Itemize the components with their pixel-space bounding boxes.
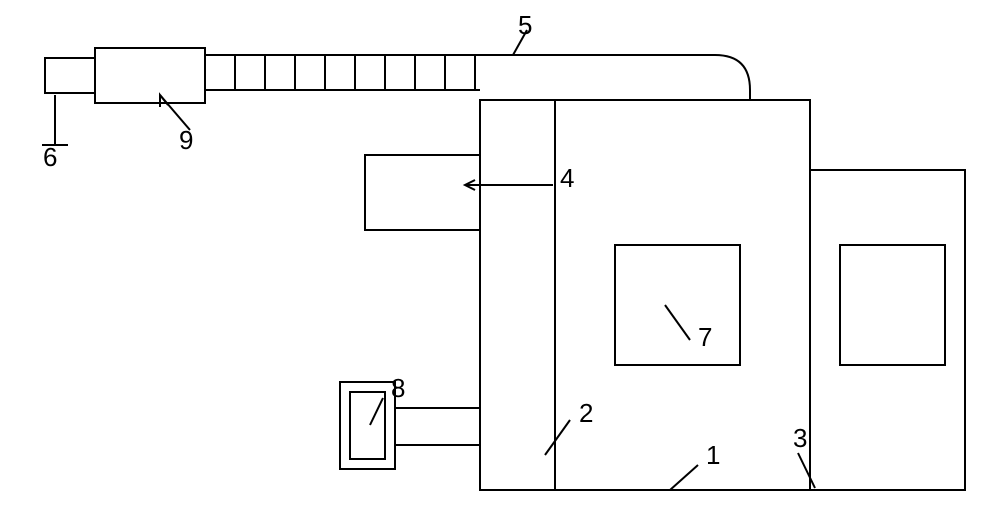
label-3: 3 bbox=[793, 423, 807, 454]
leader-1 bbox=[670, 465, 698, 490]
schematic-diagram bbox=[0, 0, 1000, 530]
leader-8 bbox=[370, 398, 383, 425]
label-6: 6 bbox=[43, 142, 57, 173]
label-5: 5 bbox=[518, 10, 532, 41]
lower-inner bbox=[350, 392, 385, 459]
leader-7 bbox=[665, 305, 690, 340]
upper-box bbox=[365, 155, 480, 230]
label-7: 7 bbox=[698, 322, 712, 353]
arrow-9 bbox=[160, 95, 168, 107]
main-window bbox=[615, 245, 740, 365]
lower-outer bbox=[340, 382, 395, 469]
label-4: 4 bbox=[560, 163, 574, 194]
right-window bbox=[840, 245, 945, 365]
label-9: 9 bbox=[179, 125, 193, 156]
tube-curve bbox=[715, 55, 750, 100]
label-1: 1 bbox=[706, 440, 720, 471]
main-body bbox=[480, 100, 810, 490]
protrusion-6 bbox=[45, 58, 95, 93]
label-8: 8 bbox=[391, 373, 405, 404]
label-2: 2 bbox=[579, 398, 593, 429]
left-box-9 bbox=[95, 48, 205, 103]
right-module bbox=[810, 170, 965, 490]
leader-3 bbox=[798, 453, 815, 488]
leader-2 bbox=[545, 420, 570, 455]
